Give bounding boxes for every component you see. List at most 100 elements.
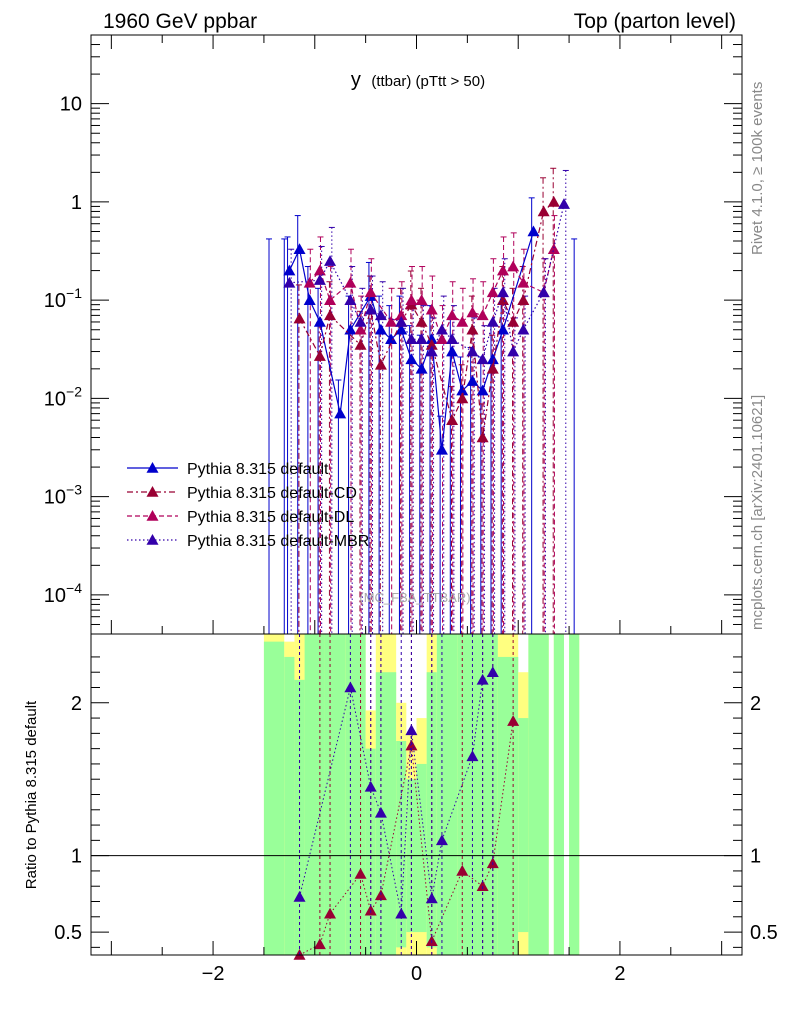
data-point	[446, 345, 459, 357]
data-point	[405, 294, 418, 305]
data-point	[313, 274, 326, 285]
data-point	[313, 350, 326, 361]
data-point	[486, 353, 499, 365]
ratio-point	[476, 673, 489, 685]
main-error-bars	[266, 167, 578, 634]
tick-exponent: −1	[66, 285, 82, 301]
data-point	[507, 260, 520, 272]
data-point	[557, 198, 570, 209]
ratio-y-tick-label-right: 1	[750, 846, 761, 868]
ratio-y-tick-label-right: 2	[750, 693, 761, 715]
tick-base: 10	[44, 487, 66, 509]
data-point	[313, 264, 326, 276]
plot-title-sub: (ttbar) (pTtt > 50)	[371, 73, 485, 90]
data-point	[313, 315, 326, 327]
tick-base: 10	[44, 388, 66, 410]
data-point	[395, 315, 408, 327]
data-point	[405, 333, 418, 345]
band-green	[569, 634, 580, 955]
data-point	[283, 264, 296, 276]
ratio-y-tick-label: 1	[71, 846, 82, 868]
series-line	[289, 203, 565, 361]
data-point	[537, 205, 550, 217]
data-point	[466, 323, 479, 335]
legend-label: Pythia 8.315 default-CD	[187, 485, 357, 502]
data-point	[293, 243, 306, 255]
data-point	[405, 353, 418, 365]
header-right: Top (parton level)	[574, 10, 736, 33]
band-green	[553, 634, 564, 955]
data-point	[435, 323, 448, 335]
data-point	[446, 333, 459, 345]
x-tick-label: 0	[411, 963, 422, 985]
ratio-point	[344, 681, 357, 693]
y-tick-label: 10−2	[44, 383, 82, 410]
data-point	[364, 303, 377, 315]
data-point	[547, 195, 560, 207]
data-point	[415, 333, 428, 345]
data-point	[425, 345, 438, 357]
data-point	[374, 358, 387, 370]
data-point	[344, 294, 357, 305]
data-point	[547, 243, 560, 255]
data-point	[476, 309, 489, 321]
data-point	[395, 323, 408, 335]
legend-marker	[146, 510, 159, 521]
tick-base: 10	[44, 290, 66, 312]
data-point	[324, 255, 337, 266]
data-point	[486, 362, 499, 374]
band-green	[324, 634, 346, 955]
data-point	[456, 315, 469, 327]
data-point	[344, 276, 357, 288]
data-point	[456, 384, 469, 396]
data-point	[456, 392, 469, 404]
data-point	[415, 315, 428, 327]
main-series-group	[283, 195, 570, 455]
header-left: 1960 GeV ppbar	[103, 10, 257, 33]
plot-title: y (ttbar) (pTtt > 50)	[351, 69, 485, 91]
y-tick-label: 1	[71, 192, 82, 214]
band-green	[457, 634, 478, 955]
data-point	[415, 294, 428, 305]
data-point	[303, 276, 316, 288]
data-point	[435, 333, 448, 345]
data-point	[517, 294, 530, 305]
data-point	[425, 333, 438, 345]
data-point	[283, 276, 296, 288]
band-green	[528, 634, 549, 955]
data-point	[486, 286, 499, 298]
legend-marker	[146, 486, 159, 497]
data-point	[517, 323, 530, 335]
data-point	[466, 375, 479, 386]
data-point	[537, 286, 550, 298]
series-line	[309, 249, 555, 341]
tick-exponent: −2	[66, 383, 82, 399]
data-point	[324, 309, 337, 321]
data-point	[415, 362, 428, 374]
data-point	[385, 315, 398, 327]
band-green	[294, 679, 305, 955]
ratio-point	[466, 750, 479, 762]
data-point	[507, 315, 520, 327]
y-tick-label: 10	[60, 94, 82, 116]
ratio-y-tick-label: 2	[71, 693, 82, 715]
data-point	[496, 264, 509, 276]
data-point	[385, 333, 398, 345]
tick-exponent: −4	[66, 580, 82, 596]
legend-marker	[146, 534, 159, 545]
data-point	[496, 294, 509, 305]
ratio-point	[313, 938, 326, 950]
legend-label: Pythia 8.315 default-DL	[187, 509, 354, 526]
ratio-series-group	[293, 634, 520, 960]
data-point	[374, 323, 387, 335]
data-point	[486, 315, 499, 327]
data-point	[293, 312, 306, 324]
data-point	[354, 323, 367, 335]
data-point	[446, 309, 459, 321]
ratio-point	[486, 666, 499, 678]
x-tick-label: −2	[202, 963, 225, 985]
data-point	[334, 407, 347, 419]
data-point	[425, 338, 438, 350]
